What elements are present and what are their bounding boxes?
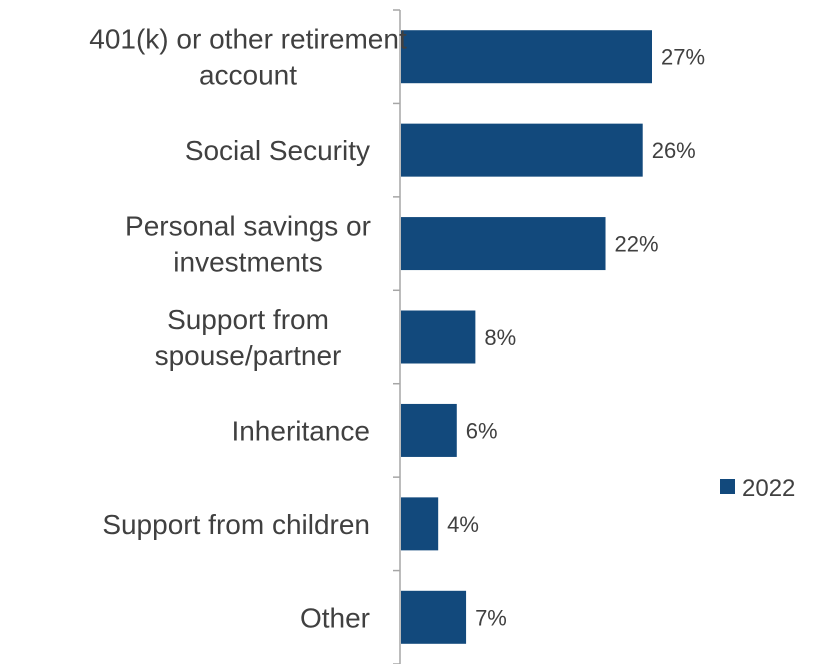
category-labels: 401(k) or other retirement account Social … [89, 24, 407, 634]
category-label-line: Support from [167, 304, 329, 335]
category-label-line: Other [300, 602, 370, 633]
category-label-line: investments [173, 247, 322, 278]
category-label-3: Support from spouse/partner [155, 304, 342, 371]
bar-5 [401, 497, 439, 551]
bar-4 [401, 403, 457, 457]
bar-1 [401, 123, 643, 177]
category-label-6: Other [300, 602, 370, 633]
legend-swatch-2022 [720, 479, 735, 494]
category-label-line: account [199, 60, 297, 91]
category-label-line: Personal savings or [125, 211, 371, 242]
bar-2 [401, 217, 606, 271]
category-label-line: Inheritance [231, 415, 370, 446]
category-label-line: Social Security [185, 135, 370, 166]
value-label-1: 26% [652, 138, 696, 163]
category-axis [393, 9, 401, 664]
category-label-line: Support from children [102, 509, 370, 540]
category-label-5: Support from children [102, 509, 370, 540]
category-label-line: 401(k) or other retirement [89, 24, 407, 55]
category-label-1: Social Security [185, 135, 370, 166]
legend-label-2022: 2022 [742, 475, 795, 502]
value-label-5: 4% [447, 512, 479, 537]
value-label-2: 22% [615, 232, 659, 257]
category-label-4: Inheritance [231, 415, 370, 446]
legend: 2022 [720, 475, 795, 502]
category-label-0: 401(k) or other retirement account [89, 24, 407, 91]
category-label-2: Personal savings or investments [125, 211, 371, 278]
value-label-3: 8% [484, 325, 516, 350]
value-labels: 27% 26% 22% 8% 6% 4% 7% [447, 45, 705, 631]
value-label-0: 27% [661, 45, 705, 70]
category-label-line: spouse/partner [155, 340, 342, 371]
bar-3 [401, 310, 476, 364]
bar-0 [401, 30, 652, 84]
value-label-6: 7% [475, 605, 507, 630]
bar-6 [401, 590, 467, 644]
value-label-4: 6% [466, 418, 498, 443]
bars [401, 30, 652, 644]
